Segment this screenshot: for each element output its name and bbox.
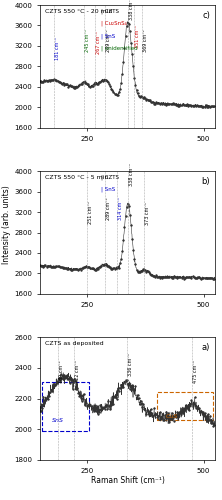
Text: 336 cm⁻¹: 336 cm⁻¹ — [128, 354, 133, 376]
Text: CuS: CuS — [166, 414, 179, 420]
Bar — [157, 392, 213, 420]
Text: 351 cm⁻¹: 351 cm⁻¹ — [135, 25, 140, 48]
Text: | SnS: | SnS — [101, 187, 116, 192]
Text: a): a) — [202, 343, 210, 352]
Text: 314 cm⁻¹: 314 cm⁻¹ — [118, 198, 123, 220]
Text: CZTS 550 °C - 5 min: CZTS 550 °C - 5 min — [45, 174, 109, 180]
Text: 181 cm⁻¹: 181 cm⁻¹ — [56, 38, 60, 60]
Text: 245 cm⁻¹: 245 cm⁻¹ — [85, 29, 90, 52]
Text: | unidentified: | unidentified — [101, 46, 138, 51]
Text: 475 cm⁻¹: 475 cm⁻¹ — [193, 360, 198, 382]
Text: 289 cm⁻¹: 289 cm⁻¹ — [106, 29, 111, 52]
Text: 338 cm⁻¹: 338 cm⁻¹ — [129, 0, 134, 20]
Text: | CZTS: | CZTS — [101, 174, 119, 180]
X-axis label: Raman Shift (cm⁻¹): Raman Shift (cm⁻¹) — [91, 476, 165, 486]
Text: 251 cm⁻¹: 251 cm⁻¹ — [88, 201, 93, 224]
Text: SnS: SnS — [52, 418, 64, 422]
Text: CZTS 550 °C - 20 min: CZTS 550 °C - 20 min — [45, 8, 113, 14]
Text: CZTS as deposited: CZTS as deposited — [45, 340, 104, 345]
Text: 369 cm⁻¹: 369 cm⁻¹ — [143, 29, 148, 52]
Text: 222 cm⁻¹: 222 cm⁻¹ — [75, 360, 79, 382]
Text: b): b) — [201, 177, 210, 186]
Text: 267 cm⁻¹: 267 cm⁻¹ — [96, 32, 101, 54]
Bar — [42, 382, 89, 431]
Text: 373 cm⁻¹: 373 cm⁻¹ — [145, 202, 150, 225]
Text: | Cu₂SnS₄: | Cu₂SnS₄ — [101, 21, 127, 26]
Text: | CZTS: | CZTS — [101, 8, 119, 14]
Text: c): c) — [202, 11, 210, 20]
Text: | SnS: | SnS — [101, 34, 116, 39]
Text: 189 cm⁻¹: 189 cm⁻¹ — [59, 360, 64, 382]
Text: Intensity (arb. units): Intensity (arb. units) — [2, 186, 11, 264]
Text: 338 cm⁻¹: 338 cm⁻¹ — [129, 163, 134, 186]
Text: 289 cm⁻¹: 289 cm⁻¹ — [106, 198, 111, 220]
